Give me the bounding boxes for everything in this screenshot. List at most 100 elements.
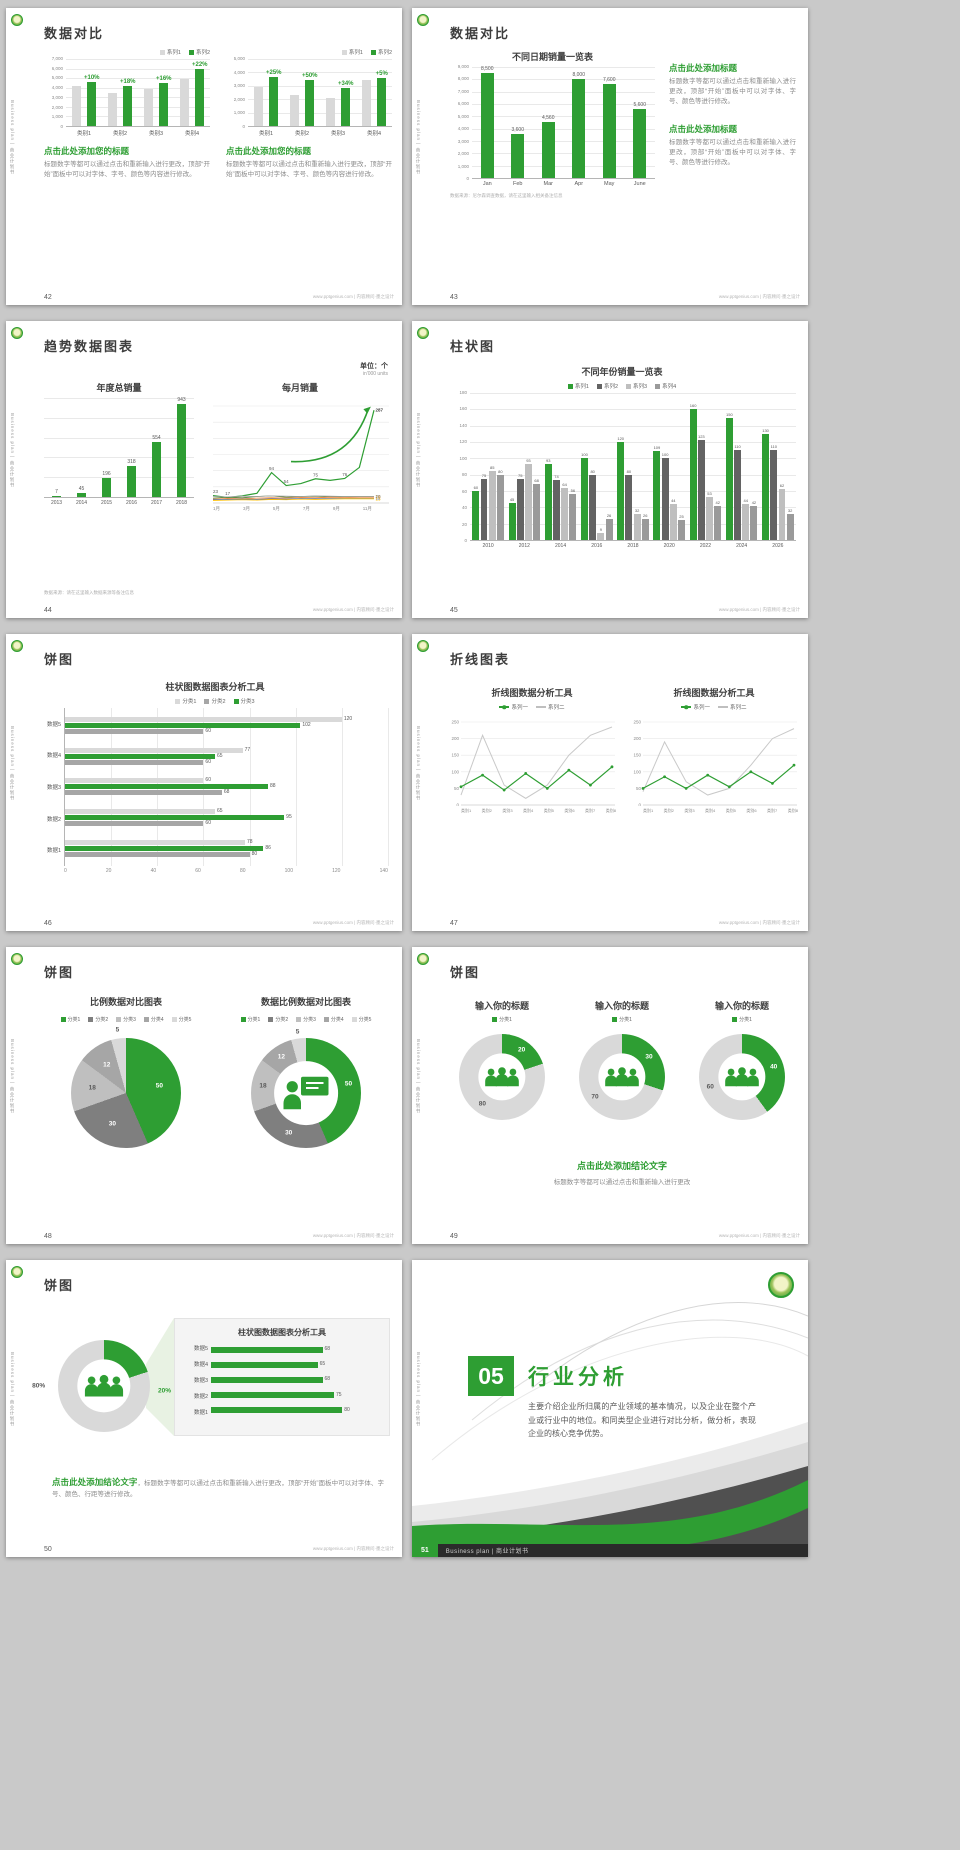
legend-label: 分类2	[95, 1017, 109, 1023]
bar	[211, 1346, 323, 1353]
bar-group: 196	[94, 398, 119, 497]
legend-swatch	[612, 1017, 618, 1022]
slice-label: 30	[108, 1120, 117, 1128]
x-tick: 20	[105, 868, 112, 874]
legend-swatch	[171, 1017, 177, 1022]
chart-panel: 系列1 系列2 7,000 6,000 5,000 4,000 3,000 2,000 1,0…	[44, 48, 210, 180]
chart-panel: 折线图数据分析工具 系列一 系列二 250 200 150 100 50 0 类别1 类别2 类别…	[448, 686, 616, 814]
legend-label: 分类1	[499, 1017, 512, 1023]
conclusion-body: 标题数字等都可以通过点击和重新输入进行更改	[553, 1179, 691, 1186]
bar-group: 93 74 64 56	[542, 393, 578, 540]
legend-label: 分类4	[150, 1017, 164, 1023]
slide-title: 饼图	[44, 652, 75, 667]
bar-group: 45	[69, 398, 94, 497]
bar-column: 93	[524, 393, 533, 540]
people-icon	[84, 1374, 124, 1397]
x-tick: Jan	[482, 181, 492, 187]
x-tick: 类别6	[746, 808, 757, 813]
gridline	[472, 165, 655, 167]
gridline	[472, 91, 655, 93]
bar	[341, 88, 351, 126]
slide-48: Business plan | 商业计划书 饼图 比例数据对比图表 分类1 分类2…	[6, 947, 402, 1244]
bar-label: 93	[526, 458, 531, 464]
x-tick: 2024	[736, 543, 748, 549]
brand-logo-icon	[417, 327, 429, 339]
sidebar-vertical-text: Business plan | 商业计划书	[416, 1039, 421, 1115]
legend-label: 系列2	[195, 50, 210, 56]
bar-column	[251, 59, 266, 126]
bar	[377, 78, 387, 126]
bar-column: 93	[544, 393, 552, 540]
legend-item: 分类1	[60, 1016, 80, 1023]
unit-label: 单位：个 in'000 units	[360, 361, 388, 377]
bar-label: +5%	[375, 71, 388, 78]
donut-chart: 30 70	[579, 1034, 665, 1120]
legend-swatch	[240, 1017, 246, 1022]
footer-text: www.pptgenius.com | 内容顾问·墨之设计	[718, 607, 800, 612]
bar	[211, 1392, 334, 1399]
slice-label: 5	[295, 1028, 300, 1036]
gridline	[472, 116, 655, 118]
gridline	[470, 523, 796, 525]
legend-swatch	[143, 1017, 149, 1022]
sidebar-vertical-text: Business plan | 商业计划书	[10, 726, 15, 802]
grouped-bar-chart: 7,000 6,000 5,000 4,000 3,000 2,000 1,000 0 +10%…	[44, 56, 210, 137]
gridline	[470, 425, 796, 427]
bar-label: 26	[643, 512, 648, 518]
page-number: 42	[44, 294, 52, 301]
bar	[195, 68, 205, 126]
x-tick: 类别5	[725, 808, 736, 813]
svg-text:20: 20	[376, 494, 382, 499]
bar-column: 75	[480, 393, 488, 540]
slice-label: 20%	[157, 1387, 171, 1395]
legend-label: 分类1	[182, 699, 197, 705]
x-tick: 类别1	[461, 808, 472, 813]
legend-item: 系列2	[370, 48, 392, 56]
slice-label: 12	[103, 1061, 111, 1069]
x-tick: 类别2	[663, 808, 674, 813]
sidebar-vertical-text: Business plan | 商业计划书	[10, 413, 15, 489]
hb-rows: 120 102 60 77 65 60 60 88 68 65 95 60 78 86 80	[65, 710, 388, 864]
donut-chart: 50 30 18 12 5	[251, 1028, 361, 1148]
bar-value: 77	[244, 746, 251, 753]
bar	[65, 728, 204, 734]
row-label: 数据1	[193, 1410, 208, 1416]
bar-value: 80	[251, 851, 258, 858]
vb-ypad	[226, 129, 248, 137]
bar-group: +5%	[356, 59, 392, 126]
bar-label: 80	[498, 468, 503, 474]
bar	[770, 450, 778, 540]
bar-row: 80	[211, 1407, 375, 1414]
x-tick: 类别4	[366, 131, 382, 137]
chart-panel: 系列1 系列2 5,000 4,000 3,000 2,000 1,000 0 +25% +50…	[226, 48, 392, 180]
slide-body: 不同日期销量一览表 9,000 8,000 7,000 6,000 5,000 4,000…	[450, 50, 796, 199]
vb-y: 180 160 140 120 100 80 60 40 20 0	[459, 390, 467, 543]
slice-label: 5	[115, 1026, 120, 1034]
row-label: 数据5	[193, 1346, 208, 1352]
bar-column: 75	[516, 393, 524, 540]
slide-body: 输入你的标题 分类1 20 80 输入你的标题 分类1 30 70 输入你的标题 分…	[446, 999, 798, 1120]
bar	[786, 513, 794, 540]
x-tick: 2026	[772, 543, 784, 549]
bar-label: 130	[762, 427, 769, 433]
bar	[678, 519, 685, 540]
bar-row: 68	[211, 1376, 375, 1383]
vb-wrap: 7 45 196 318 554 943	[44, 398, 194, 498]
brand-logo-icon	[11, 327, 23, 339]
vb-wrap: 9,000 8,000 7,000 6,000 5,000 4,000 3,000 2,000…	[450, 64, 655, 181]
chart-panel: 年度总销量 7 45 196 318 554 943 2013 2014 2015 2016 201…	[44, 381, 194, 512]
bar-group: 45 75 93 68	[506, 393, 542, 540]
slice-label: 50	[155, 1082, 163, 1090]
bar	[123, 86, 133, 126]
bar-group: +10%	[66, 59, 102, 126]
hb-line: 65	[65, 753, 388, 759]
bar-column: 26	[641, 393, 649, 540]
gridline	[248, 112, 392, 114]
bar-column: +22%	[192, 59, 208, 126]
x-tick: 2018	[627, 543, 639, 549]
vb-xrow: 类别1 类别2 类别3 类别4	[66, 129, 210, 137]
legend-item: 分类1	[175, 697, 196, 705]
slice-label: 70	[591, 1093, 599, 1101]
pie-surface	[71, 1038, 181, 1148]
gridline	[470, 442, 796, 443]
